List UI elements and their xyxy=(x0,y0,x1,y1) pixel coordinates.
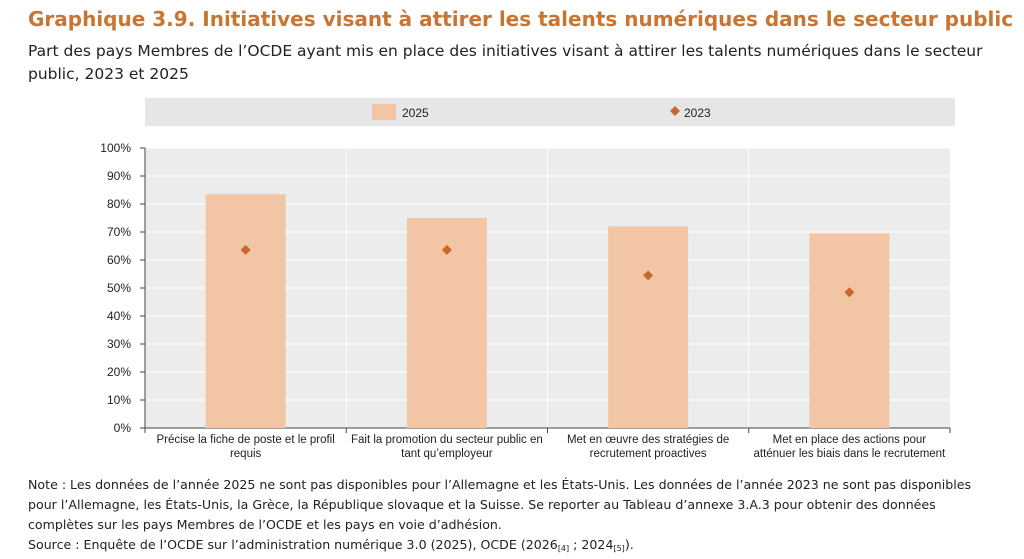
y-tick-label: 40% xyxy=(107,309,131,323)
x-tick-label: Précise la fiche de poste et le profil xyxy=(156,434,334,446)
y-tick-label: 60% xyxy=(107,253,131,267)
marker-2023 xyxy=(643,270,654,281)
y-tick-label: 50% xyxy=(107,281,131,295)
chart: 2025 2023 0% 10% 20% 30% 40% 50% 60% 70% 80% 90% 1… xyxy=(100,98,955,460)
y-tick-label: 80% xyxy=(107,197,131,211)
x-axis-labels: Précise la fiche de poste et le profil re… xyxy=(156,434,946,460)
y-tick-label: 100% xyxy=(100,141,131,155)
legend-label-2023: 2023 xyxy=(684,106,711,120)
bars-2025 xyxy=(205,194,890,428)
legend-label-2025: 2025 xyxy=(402,106,429,120)
bar-2025 xyxy=(205,194,286,428)
marker-2023 xyxy=(844,287,855,298)
y-tick-label: 30% xyxy=(107,337,131,351)
legend-swatch-2025 xyxy=(372,104,396,120)
chart-title: Graphique 3.9. Initiatives visant à atti… xyxy=(28,7,1014,31)
y-tick-label: 10% xyxy=(107,393,131,407)
x-tick-label: atténuer les biais dans le recrutement xyxy=(753,448,946,460)
y-tick-label: 70% xyxy=(107,225,131,239)
y-axis: 0% 10% 20% 30% 40% 50% 60% 70% 80% 90% 100% xyxy=(100,141,951,435)
legend-box xyxy=(145,98,955,126)
notes: Note : Les données de l’année 2025 ne so… xyxy=(28,475,1003,559)
x-tick-label: Fait la promotion du secteur public en xyxy=(351,434,543,446)
y-tick-label: 0% xyxy=(114,421,132,435)
legend-marker-2023 xyxy=(670,106,680,116)
bar-2025 xyxy=(809,233,890,428)
x-tick-label: requis xyxy=(230,448,262,460)
x-tick-label: Met en œuvre des stratégies de xyxy=(567,434,729,446)
source-text: Source : Enquête de l’OCDE sur l’adminis… xyxy=(28,537,634,553)
x-tick-label: recrutement proactives xyxy=(590,448,707,460)
y-tick-label: 20% xyxy=(107,365,131,379)
marker-2023 xyxy=(240,244,251,255)
x-tick-label: tant qu’employeur xyxy=(401,448,493,460)
chart-subtitle: Part des pays Membres de l’OCDE ayant mi… xyxy=(28,42,983,83)
markers-2023 xyxy=(240,244,855,298)
note-text: Note : Les données de l’année 2025 ne so… xyxy=(28,477,972,532)
bar-2025 xyxy=(608,226,689,428)
x-tick-label: Met en place des actions pour xyxy=(773,434,927,446)
y-tick-label: 90% xyxy=(107,169,131,183)
marker-2023 xyxy=(441,244,452,255)
